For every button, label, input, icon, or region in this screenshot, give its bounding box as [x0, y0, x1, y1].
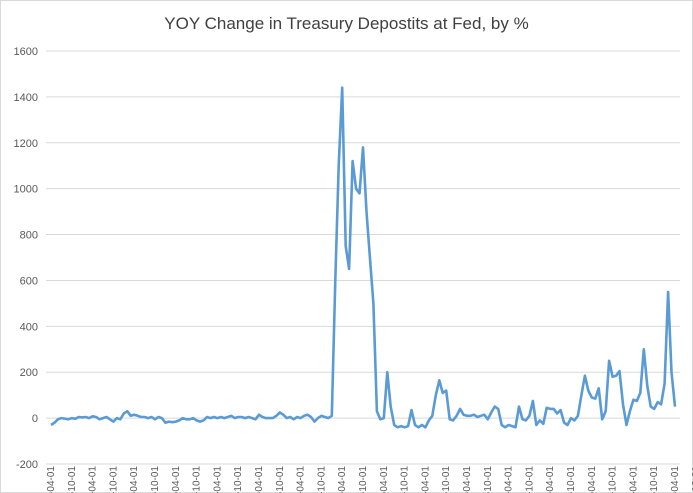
- y-tick-label: 1600: [14, 46, 38, 58]
- x-tick-label: 2001-04-01: [46, 466, 57, 493]
- y-tick-label: 800: [20, 230, 38, 242]
- x-tick-label: 2002-10-01: [108, 466, 119, 493]
- x-tick-label: 2013-10-01: [566, 466, 577, 493]
- x-tick-label: 2004-10-01: [192, 466, 203, 493]
- y-tick-label: 200: [20, 367, 38, 379]
- y-tick-label: 1200: [14, 138, 38, 150]
- x-tick-label: 2006-04-01: [254, 466, 265, 493]
- x-tick-label: 2011-04-01: [462, 466, 473, 493]
- x-tick-label: 2012-10-01: [524, 466, 535, 493]
- x-tick-label: 2014-04-01: [587, 466, 598, 493]
- x-tick-label: 2015-04-01: [628, 466, 639, 493]
- x-tick-label: 2003-10-01: [150, 466, 161, 493]
- y-tick-label: 600: [20, 275, 38, 287]
- y-tick-label: 400: [20, 321, 38, 333]
- x-tick-label: 2006-10-01: [275, 466, 286, 493]
- y-tick-label: 0: [32, 413, 38, 425]
- y-tick-label: 1400: [14, 92, 38, 104]
- chart-title: YOY Change in Treasury Depostits at Fed,…: [164, 14, 529, 33]
- y-tick-label: -200: [16, 459, 38, 471]
- x-tick-label: 2007-10-01: [316, 466, 327, 493]
- x-tick-label: 2001-10-01: [67, 466, 78, 493]
- x-tick-label: 2012-04-01: [504, 466, 515, 493]
- x-tick-label: 2008-10-01: [358, 466, 369, 493]
- x-tick-label: 2009-10-01: [400, 466, 411, 493]
- x-axis-tick-labels: 2001-04-01 2001-10-01 2002-04-01 2002-10-01…: [46, 466, 693, 493]
- x-tick-label: 2002-04-01: [88, 466, 99, 493]
- x-tick-label: 2013-04-01: [545, 466, 556, 493]
- y-tick-label: 1000: [14, 184, 38, 196]
- series-layer: [50, 86, 677, 429]
- x-tick-label: 2003-04-01: [129, 466, 140, 493]
- x-tick-label: 2011-10-01: [483, 466, 494, 493]
- x-tick-label: 2004-04-01: [171, 466, 182, 493]
- x-tick-label: 2016-04-01: [670, 466, 681, 493]
- x-tick-label: 2009-04-01: [379, 466, 390, 493]
- x-tick-label: 2010-04-01: [420, 466, 431, 493]
- x-tick-label: 2014-10-01: [608, 466, 619, 493]
- x-tick-label: 2015-10-01: [649, 466, 660, 493]
- gridlines: [46, 50, 680, 465]
- x-tick-label: 2016-10-01: [691, 466, 693, 493]
- x-tick-label: 2007-04-01: [296, 466, 307, 493]
- x-tick-label: 2005-10-01: [233, 466, 244, 493]
- x-tick-label: 2008-04-01: [337, 466, 348, 493]
- x-tick-label: 2005-04-01: [212, 466, 223, 493]
- y-axis-tick-labels: -200 0 200 400 600 800 1000 1200 1400 1600: [14, 46, 38, 471]
- x-tick-label: 2010-10-01: [441, 466, 452, 493]
- series-line: [50, 86, 677, 429]
